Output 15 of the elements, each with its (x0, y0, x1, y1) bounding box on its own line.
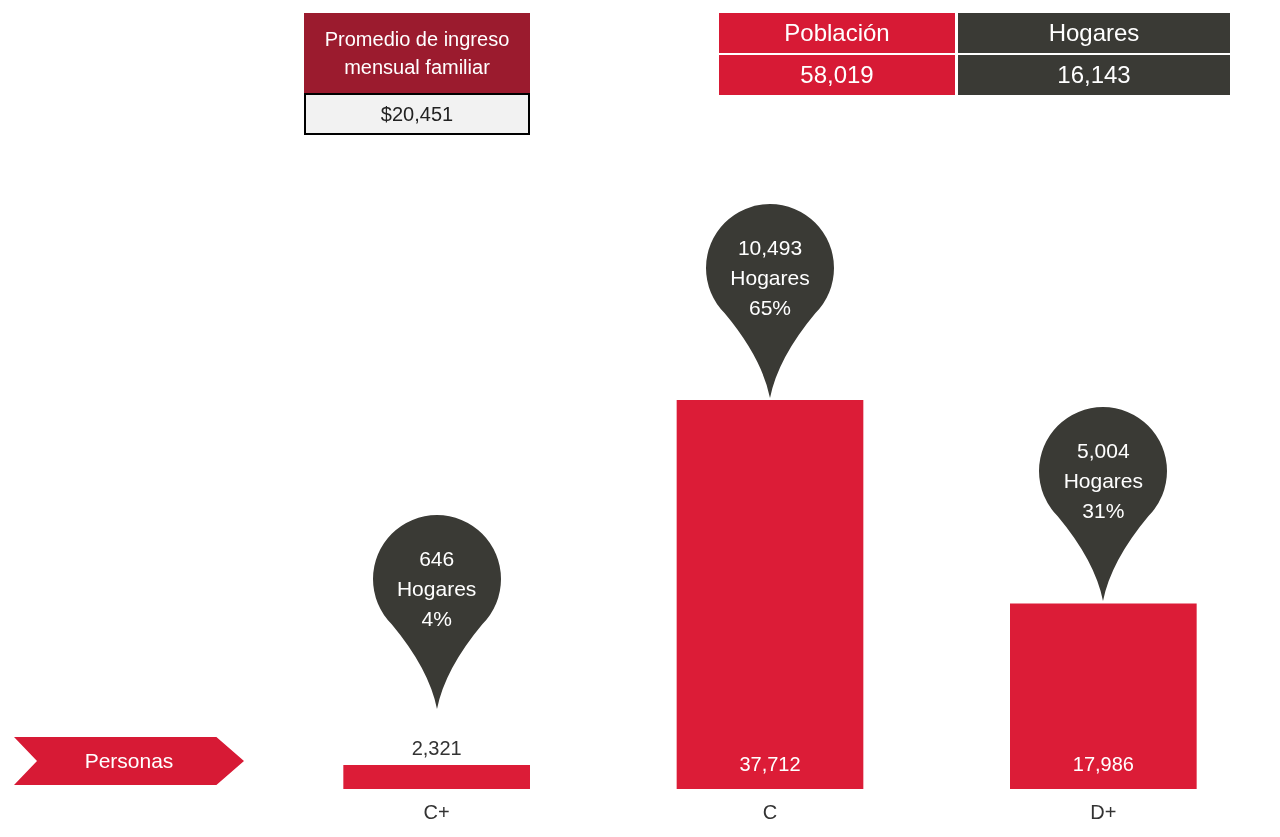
x-tick-label: D+ (1090, 800, 1117, 823)
text: Promedio de ingreso mensual familiar (304, 13, 530, 93)
annotation: 646 Hogares 4% (395, 546, 478, 633)
data-label: 2,321 (411, 736, 462, 759)
text: Población (719, 13, 955, 53)
text: Hogares (958, 13, 1230, 53)
text: 16,143 (958, 55, 1230, 95)
text: $20,451 (304, 93, 530, 135)
x-tick-label: C (762, 800, 778, 823)
data-label: 37,712 (739, 752, 801, 775)
annotation: 5,004 Hogares 31% (1062, 438, 1144, 525)
x-tick-label: C+ (423, 800, 450, 823)
data-label: 17,986 (1072, 752, 1134, 775)
text: 58,019 (719, 55, 955, 95)
text: 10,493 Hogares 65% (729, 235, 811, 321)
